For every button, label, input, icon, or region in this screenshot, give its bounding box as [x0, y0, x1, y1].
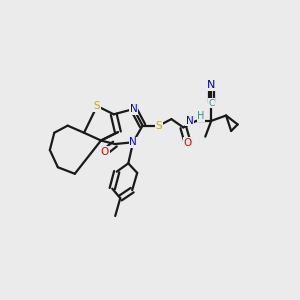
Text: S: S	[156, 121, 162, 130]
Text: O: O	[101, 147, 109, 157]
Text: N: N	[129, 137, 137, 147]
Text: S: S	[94, 101, 101, 111]
Text: H: H	[197, 111, 205, 121]
Text: O: O	[184, 138, 192, 148]
Text: N: N	[130, 104, 137, 114]
Text: N: N	[207, 80, 215, 90]
Text: C: C	[208, 98, 214, 107]
Text: N: N	[186, 116, 194, 126]
